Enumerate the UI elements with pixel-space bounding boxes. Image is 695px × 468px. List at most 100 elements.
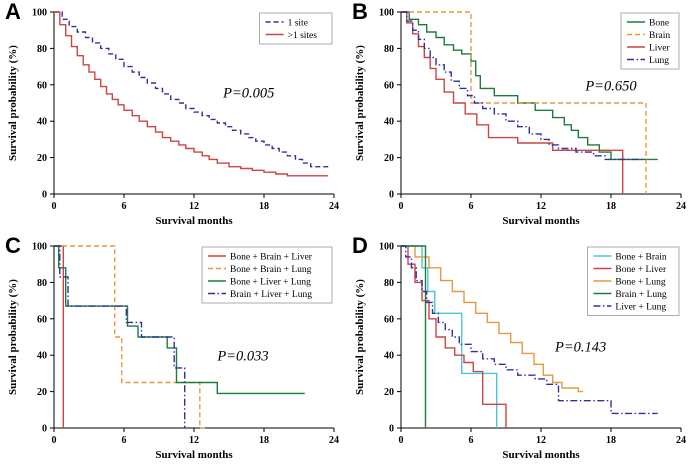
y-tick-label: 60 — [384, 314, 394, 325]
y-axis-title: Survival probability (%) — [354, 45, 366, 161]
x-axis-title: Survival months — [155, 449, 233, 461]
x-tick-label: 24 — [329, 435, 339, 446]
curve-liver-lung — [401, 245, 658, 415]
y-tick-label: 20 — [37, 153, 47, 164]
x-tick-label: 18 — [606, 201, 616, 212]
curve-1-sites — [54, 11, 329, 177]
p-value-label: P=0.033 — [216, 349, 268, 365]
curve-bone-liver — [401, 245, 507, 428]
legend-box — [259, 12, 333, 45]
y-tick-label: 0 — [389, 424, 394, 435]
y-tick-label: 80 — [37, 44, 47, 55]
y-tick-label: 60 — [37, 314, 47, 325]
x-tick-label: 0 — [399, 201, 404, 212]
panel-c-letter: C — [5, 233, 21, 258]
x-axis-title: Survival months — [155, 215, 233, 227]
legend-label-bone-liver-lung: Bone + Liver + Lung — [230, 277, 311, 287]
x-tick-label: 12 — [189, 201, 199, 212]
y-axis-title: Survival probability (%) — [7, 45, 19, 161]
km-plot-c: 0 6 12 18 24 0 20 40 60 80 100 Survival months Survi… — [7, 242, 339, 462]
legend-label-bone-brain: Bone + Brain — [615, 252, 667, 262]
y-tick-label: 100 — [32, 242, 47, 253]
panel-a-letter: A — [5, 0, 21, 24]
curve-liver — [401, 11, 624, 194]
curve-brain — [401, 11, 647, 194]
x-axis-title: Survival months — [502, 215, 580, 227]
x-axis-title: Survival months — [502, 449, 580, 461]
legend-label-brain-liver-lung: Brain + Liver + Lung — [230, 290, 312, 300]
y-tick-label: 100 — [32, 8, 47, 19]
x-tick-label: 18 — [259, 201, 269, 212]
y-tick-label: 100 — [379, 8, 394, 19]
x-tick-label: 0 — [52, 201, 57, 212]
curve-bone-liver-lung — [54, 245, 305, 395]
x-tick-label: 18 — [259, 435, 269, 446]
legend-label-bone: Bone — [649, 18, 669, 28]
y-tick-label: 80 — [384, 44, 394, 55]
legend-label-brain-lung: Brain + Lung — [615, 290, 667, 300]
curve-bone-brain-liver — [54, 245, 64, 428]
legend-label-brain: Brain — [649, 31, 670, 41]
curve-1-site — [54, 11, 329, 168]
y-tick-label: 40 — [384, 117, 394, 128]
legend-label-liver-lung: Liver + Lung — [615, 302, 666, 312]
y-tick-label: 20 — [384, 387, 394, 398]
x-tick-label: 6 — [469, 435, 474, 446]
p-value-label: P=0.005 — [222, 86, 274, 102]
x-tick-label: 6 — [469, 201, 474, 212]
panel-a: A 0 6 12 18 24 0 20 40 60 80 100 Survival months Sur… — [0, 0, 347, 234]
y-tick-label: 100 — [379, 242, 394, 253]
y-tick-label: 0 — [42, 190, 47, 201]
curve-lung — [401, 11, 646, 161]
x-tick-label: 12 — [536, 201, 546, 212]
panel-c: C 0 6 12 18 24 0 20 40 60 80 100 Survival months Sur… — [0, 234, 347, 468]
panel-b: B 0 6 12 18 24 0 20 40 60 80 100 Survival months Sur… — [347, 0, 694, 234]
p-value-label: P=0.143 — [554, 340, 606, 356]
x-tick-label: 24 — [676, 201, 686, 212]
panel-d: D 0 6 12 18 24 0 20 40 60 80 100 Survival months Sur… — [347, 234, 694, 468]
curve-brain-liver-lung — [54, 245, 186, 428]
y-tick-label: 20 — [384, 153, 394, 164]
y-tick-label: 60 — [37, 80, 47, 91]
legend-label-liver: Liver — [649, 43, 670, 53]
legend-label-bone-lung: Bone + Lung — [615, 277, 665, 287]
x-tick-label: 6 — [122, 435, 127, 446]
p-value-label: P=0.650 — [584, 78, 637, 94]
y-tick-label: 0 — [42, 424, 47, 435]
curve-brain-lung — [401, 245, 427, 428]
x-tick-label: 24 — [329, 201, 339, 212]
y-axis-title: Survival probability (%) — [7, 279, 19, 395]
km-plot-d: 0 6 12 18 24 0 20 40 60 80 100 Survival months Survi… — [354, 242, 686, 462]
y-tick-label: 40 — [384, 351, 394, 362]
y-tick-label: 40 — [37, 351, 47, 362]
x-tick-label: 0 — [52, 435, 57, 446]
curve-bone-brain — [401, 245, 498, 428]
curve-bone-brain-lung — [54, 245, 208, 429]
legend-label-bone-brain-liver: Bone + Brain + Liver — [230, 252, 313, 262]
y-tick-label: 80 — [384, 278, 394, 289]
legend-label-bone-liver: Bone + Liver — [615, 265, 667, 275]
x-tick-label: 12 — [536, 435, 546, 446]
y-tick-label: 0 — [389, 190, 394, 201]
x-tick-label: 12 — [189, 435, 199, 446]
curve-bone — [401, 11, 658, 161]
x-tick-label: 0 — [399, 435, 404, 446]
y-axis-title: Survival probability (%) — [354, 279, 366, 395]
x-tick-label: 6 — [122, 201, 127, 212]
x-tick-label: 24 — [676, 435, 686, 446]
y-tick-label: 20 — [37, 387, 47, 398]
km-plot-a: 0 6 12 18 24 0 20 40 60 80 100 Survival months Survi… — [7, 8, 339, 228]
y-tick-label: 80 — [37, 278, 47, 289]
legend-label-bone-brain-lung: Bone + Brain + Lung — [230, 265, 312, 275]
y-tick-label: 60 — [384, 80, 394, 91]
panel-b-letter: B — [352, 0, 368, 24]
y-tick-label: 40 — [37, 117, 47, 128]
km-plot-b: 0 6 12 18 24 0 20 40 60 80 100 Survival months Survi… — [354, 8, 686, 228]
panel-d-letter: D — [352, 233, 368, 258]
legend-label-1-site: 1 site — [288, 18, 308, 28]
legend-label-lung: Lung — [649, 56, 669, 66]
legend-label-1-sites: >1 sites — [288, 31, 318, 41]
curve-bone-lung — [401, 245, 583, 393]
x-tick-label: 18 — [606, 435, 616, 446]
